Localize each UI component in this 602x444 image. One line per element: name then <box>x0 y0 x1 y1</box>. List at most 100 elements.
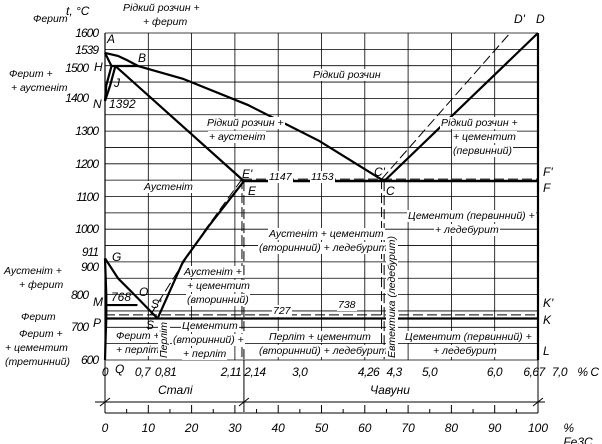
region-ferrite-pearlite-2: + перліт <box>115 344 161 356</box>
phase-line <box>103 65 113 102</box>
fe3c-tick-label: 40 <box>271 421 285 435</box>
phase-line-dashed <box>150 178 243 316</box>
point-h: H <box>94 60 103 74</box>
c-tick-label: 0,7 <box>134 365 151 379</box>
t-tick-label: 1539 <box>75 42 99 57</box>
region-liquid-cementite-3: (первинний) <box>452 145 514 157</box>
region-pearl-cem-led-2: (вторинний) + ледебурит <box>258 345 389 357</box>
point-n: N <box>93 97 102 111</box>
fe3c-tick-label: 30 <box>228 421 242 435</box>
point-b: B <box>138 51 147 65</box>
fe3c-unit: % Fe3C <box>563 421 593 444</box>
region-aust-cem-1: Аустеніт + <box>183 266 243 278</box>
point-k-prime: K' <box>543 296 554 310</box>
region-pearl-cem-led-1: Перліт + цементит <box>268 331 372 343</box>
fe3c-tick-label: 50 <box>314 421 329 435</box>
point-c-prime: C' <box>374 165 385 179</box>
phase-line <box>103 65 117 102</box>
region-aust-cem-2: + цементит <box>186 280 251 292</box>
region-cem-led-upper-2: + ледебурит <box>434 224 500 236</box>
c-tick-label: 4,26 <box>357 365 380 379</box>
point-f: F <box>543 181 551 195</box>
point-k: K <box>543 313 552 327</box>
temp-768: 768 <box>111 290 132 304</box>
point-d: D <box>536 12 545 26</box>
t-axis-label: t, °C <box>66 4 90 18</box>
t-tick-label: 1600 <box>75 26 99 40</box>
point-d-prime: D' <box>514 12 525 26</box>
t-tick-label: 900 <box>80 259 99 274</box>
phase-line-dashed <box>381 32 511 180</box>
temp-727: 727 <box>272 305 292 317</box>
region-ferrite-austenite-2: + аустеніт <box>11 82 68 94</box>
region-aust-ferrite-1: Аустеніт + <box>4 265 62 277</box>
fe3c-tick-label: 60 <box>358 421 372 435</box>
region-cem-led-lower-1: Цементит (первинний) + <box>404 331 533 343</box>
point-a: A <box>107 32 116 46</box>
temp-1147: 1147 <box>268 171 293 183</box>
region-ferrite-pearlite-1: Ферит + <box>115 330 161 342</box>
t-tick-label: 1500 <box>65 60 89 75</box>
point-m: M <box>93 295 103 309</box>
region-liquid-austenite-1: Рідкий розчин + <box>206 117 285 129</box>
c-tick-label: 5,0 <box>421 365 438 379</box>
region-ferrite-austenite-1: Ферит + <box>9 68 53 80</box>
fe3c-tick-label: 0 <box>101 421 109 435</box>
c-tick-label: 0 <box>101 365 109 379</box>
t-tick-label: 1400 <box>65 91 89 106</box>
fe3c-tick-label: 80 <box>444 421 459 435</box>
point-c: C <box>386 184 395 198</box>
region-liquid-cementite-2: + цементит <box>452 131 517 143</box>
temp-1392: 1392 <box>109 97 136 111</box>
point-q: Q <box>115 362 125 376</box>
phase-line <box>104 51 139 67</box>
region-liquid-cementite-1: Рідкий розчин + <box>440 117 519 129</box>
dimension-slash <box>238 397 250 407</box>
c-unit: % C <box>577 365 599 379</box>
phase-line <box>103 258 108 319</box>
point-f-prime: F' <box>543 165 553 179</box>
region-aust-cem-3: (вторинний) <box>186 294 250 306</box>
point-s: S <box>146 318 155 332</box>
region-ferrite-cem3-2: + цементит <box>5 342 68 354</box>
region-cem-pearlite-3: + перліт <box>182 348 228 360</box>
fe3c-tick-label: 90 <box>488 421 502 435</box>
c-tick-label: 3,0 <box>292 365 308 379</box>
region-cem-pearlite-1: Цементит <box>181 320 239 332</box>
c-tick-label: 6,0 <box>486 365 503 379</box>
c-tick-label: 7,0 <box>551 365 568 379</box>
t-tick-label: 700 <box>70 320 89 335</box>
region-liquid-ferrite-1: Рідкий розчин + <box>123 2 200 14</box>
region-liquid-austenite-2: + аустеніт <box>208 131 267 143</box>
region-pearlite: Перліт <box>158 321 170 358</box>
region-eutectic: Евтектика (ледебурит) <box>386 236 398 358</box>
t-tick-label: 1300 <box>75 124 99 139</box>
point-o: O <box>139 285 149 299</box>
region-austenite: Аустеніт <box>143 181 194 193</box>
t-tick-label: 600 <box>80 353 99 367</box>
region-ferrite-cem3-1: Ферит + <box>19 328 63 340</box>
phase-line <box>103 318 108 361</box>
dimension-slash <box>99 397 111 407</box>
t-tick-label: 800 <box>70 287 89 302</box>
dimension-slash <box>532 397 544 407</box>
c-tick-label: 0,81 <box>154 365 177 379</box>
phase-line <box>137 64 385 183</box>
region-aust-cem-led-2: (вторинний) + ледебурит <box>258 242 389 254</box>
fe3c-tick-label: 70 <box>401 421 415 435</box>
fe3c-tick-label: 20 <box>184 421 199 435</box>
t-tick-label: 911 <box>81 245 99 260</box>
point-e: E <box>248 184 257 198</box>
temp-1153: 1153 <box>310 171 335 183</box>
point-j: J <box>114 76 120 90</box>
c-tick-label: 6,67 <box>523 365 545 379</box>
t-tick-label: 1100 <box>76 189 99 204</box>
steels-label: Сталі <box>158 383 193 397</box>
region-cem-pearlite-2: (вторинний) + <box>172 334 245 346</box>
t-tick-label: 1000 <box>75 222 99 237</box>
region-ferrite: Ферит <box>21 311 56 323</box>
phase-line <box>104 257 159 320</box>
c-tick-label: 2,14 <box>244 365 266 379</box>
